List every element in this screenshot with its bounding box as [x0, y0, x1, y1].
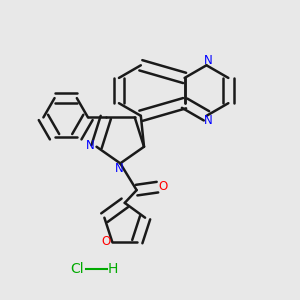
Text: Cl: Cl — [70, 262, 84, 276]
Text: H: H — [108, 262, 118, 276]
Text: N: N — [85, 139, 94, 152]
Text: N: N — [204, 54, 212, 67]
Text: N: N — [204, 114, 212, 127]
Text: O: O — [101, 235, 110, 248]
Text: O: O — [159, 180, 168, 193]
Text: N: N — [114, 162, 123, 175]
